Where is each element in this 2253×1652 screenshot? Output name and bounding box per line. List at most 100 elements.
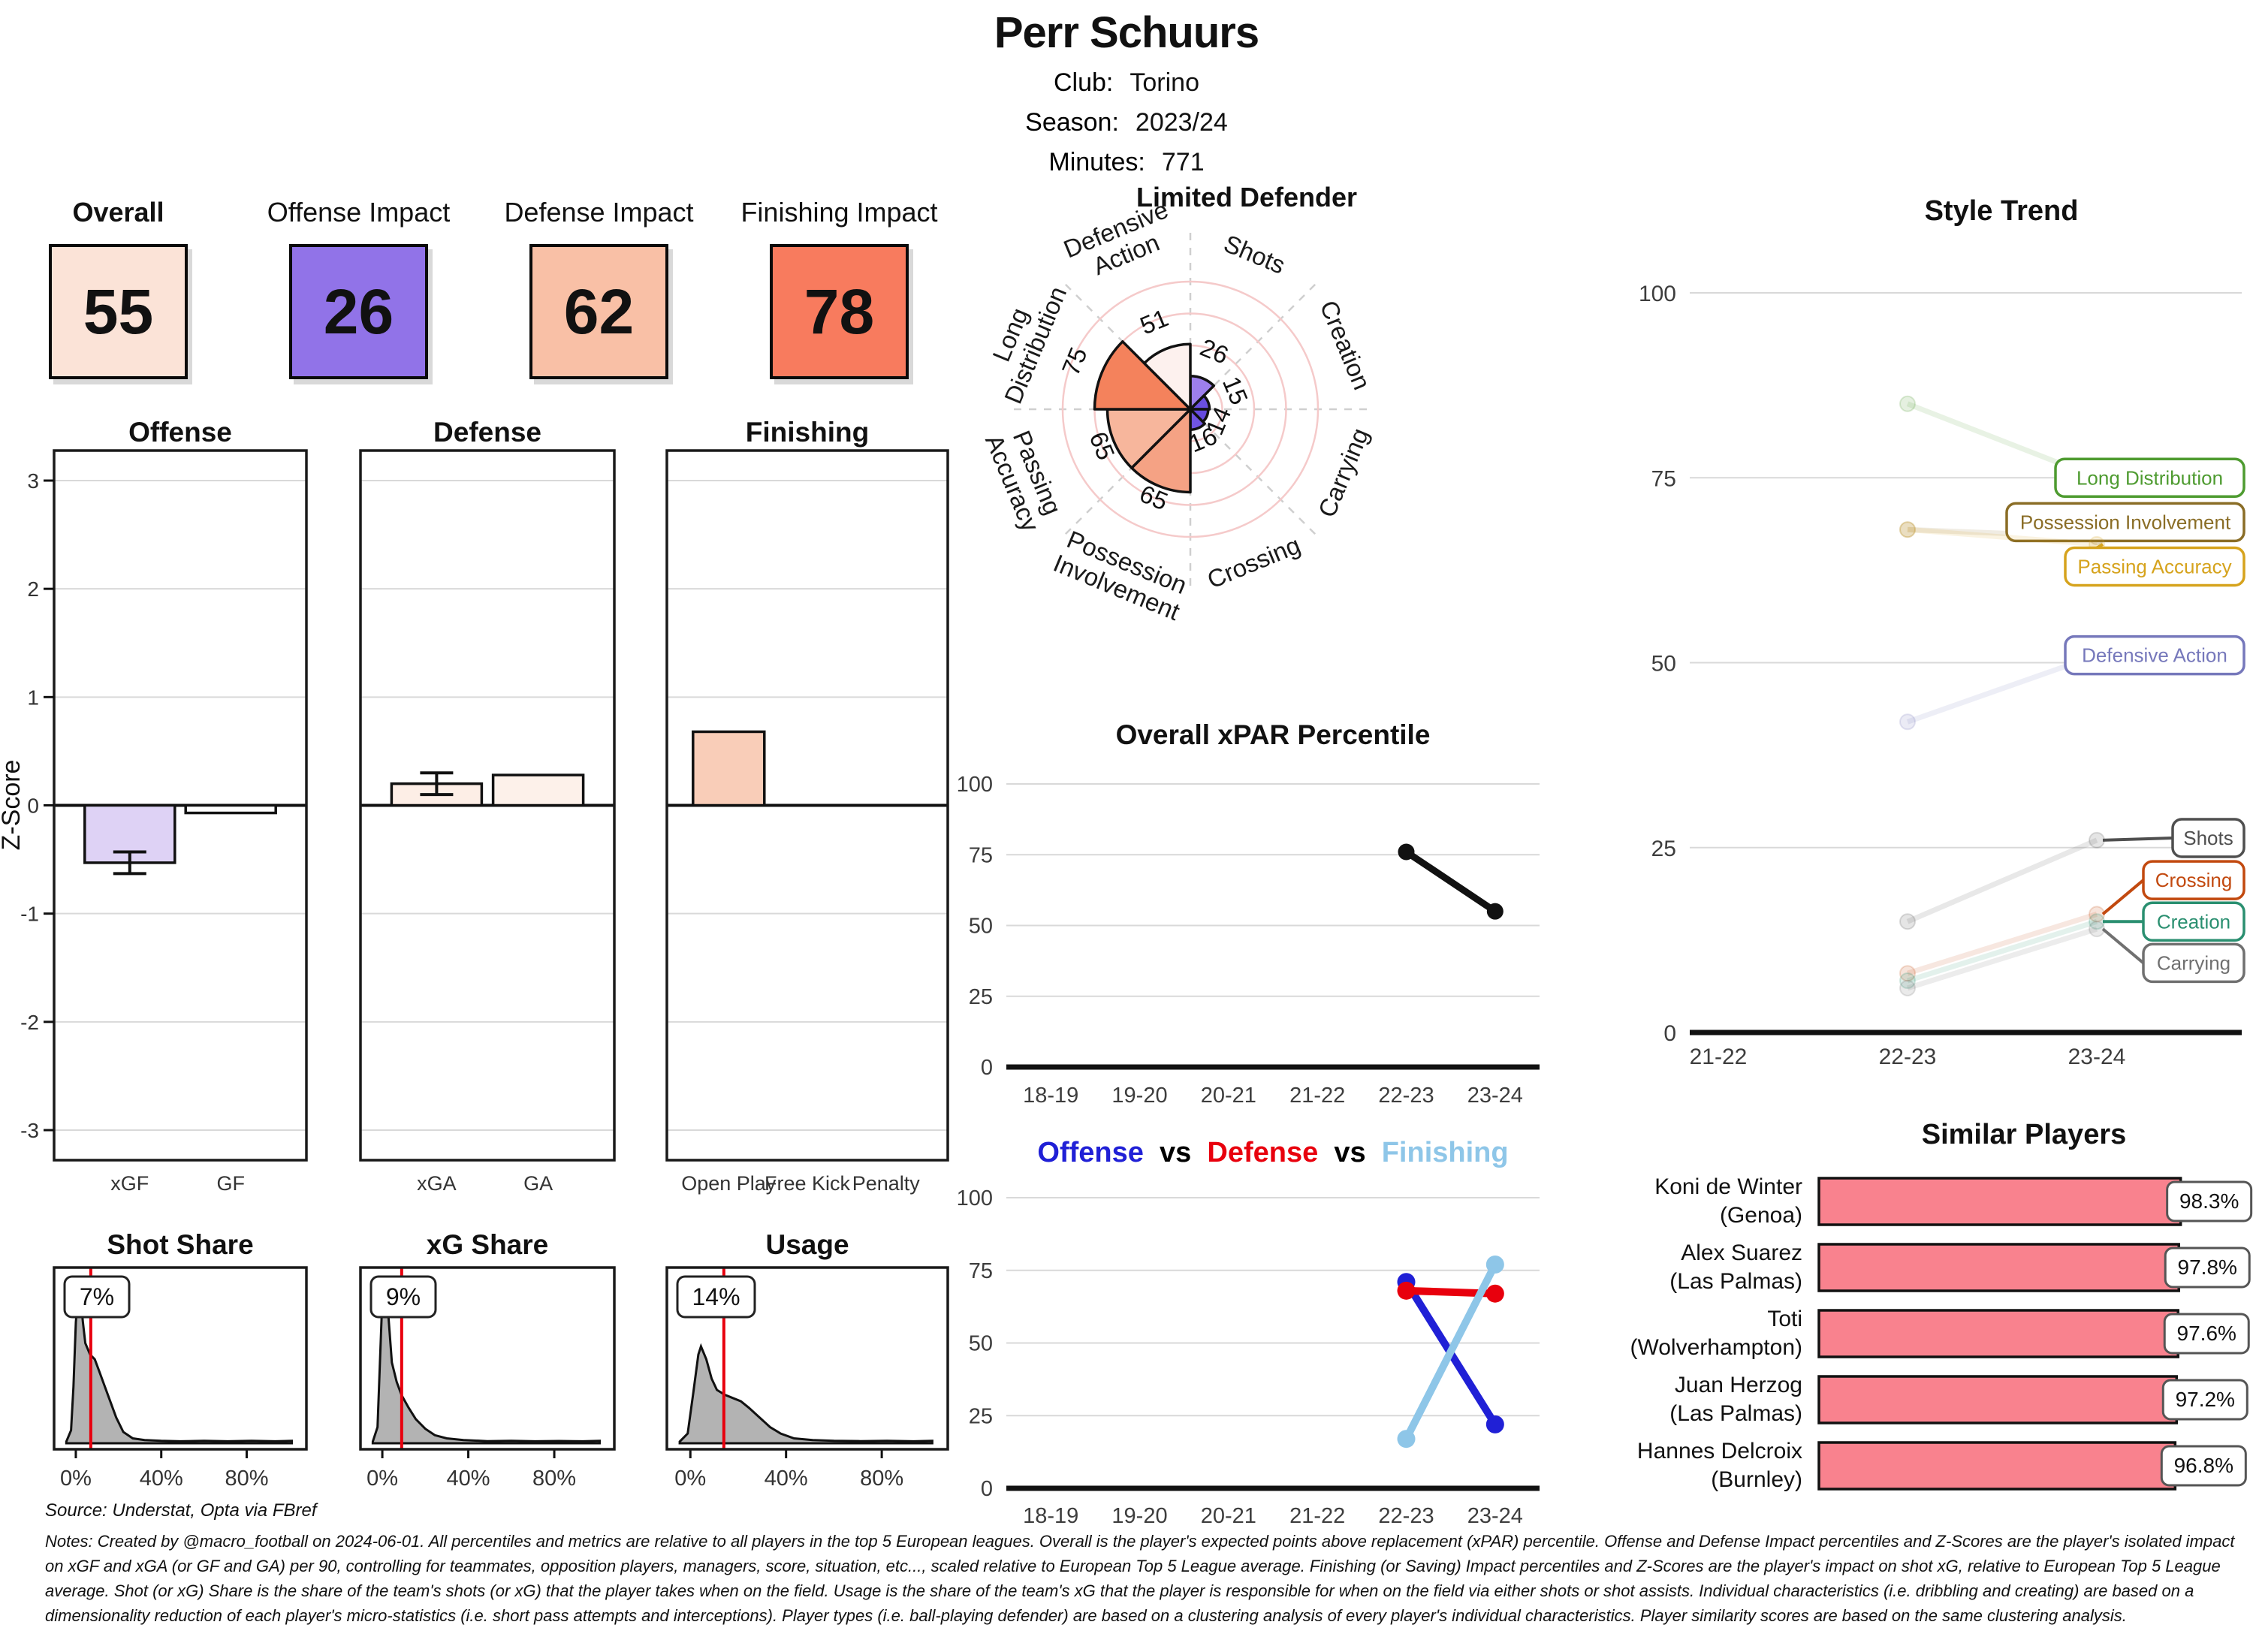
season-line: Season: 2023/24 bbox=[826, 108, 1427, 137]
similar-player-name: Toti bbox=[1767, 1307, 1802, 1331]
odf-x-label: 18-19 bbox=[1023, 1504, 1078, 1528]
radar-category-label: PossessionInvolvement bbox=[1050, 524, 1194, 626]
density-marker-label: 7% bbox=[80, 1283, 114, 1310]
impact-card-value: 26 bbox=[289, 244, 428, 379]
similar-value-box bbox=[2161, 1379, 2248, 1421]
zscore-y-axis-title: Z-Score bbox=[0, 760, 26, 851]
style-label-text: Crossing bbox=[2155, 869, 2233, 891]
radar-category-label: Creation bbox=[1315, 297, 1377, 393]
odf-y-label: 0 bbox=[981, 1477, 993, 1501]
similar-value-label: 98.3% bbox=[2179, 1189, 2239, 1213]
impact-card-label: Overall bbox=[72, 197, 164, 228]
odf-title-part: vs bbox=[1143, 1137, 1208, 1168]
style-label-text: Creation bbox=[2157, 910, 2230, 933]
xpar-title: Overall xPAR Percentile bbox=[1115, 719, 1431, 750]
impact-card-value: 55 bbox=[49, 244, 188, 379]
style-leader-line bbox=[2102, 836, 2173, 842]
radar-value-label: 75 bbox=[1057, 343, 1093, 379]
xpar-y-label: 75 bbox=[969, 843, 993, 867]
radar-value-label: 26 bbox=[1196, 333, 1232, 369]
style-label-text: Possession Involvement bbox=[2020, 511, 2231, 533]
xpar-y-label: 25 bbox=[969, 985, 993, 1009]
radar-grid-circle bbox=[1061, 280, 1320, 538]
style-label-box bbox=[2064, 546, 2245, 587]
zscore-x-label: xGF bbox=[110, 1172, 149, 1195]
odf-point-defense bbox=[1397, 1281, 1416, 1300]
density-title: Shot Share bbox=[107, 1229, 253, 1260]
style-line-shots bbox=[1906, 837, 2098, 924]
zscore-bar-GA bbox=[491, 773, 585, 807]
odf-title-part: Finishing bbox=[1381, 1137, 1509, 1168]
similar-value-label: 96.8% bbox=[2174, 1454, 2233, 1477]
radar-value-label: 51 bbox=[1136, 303, 1172, 339]
odf-y-label: 100 bbox=[957, 1186, 993, 1210]
xpar-line-xpar bbox=[1403, 848, 1499, 915]
density-x-label: 40% bbox=[140, 1467, 183, 1491]
similar-bar bbox=[1817, 1177, 2182, 1226]
density-panel-border bbox=[665, 1266, 949, 1451]
density-x-label: 80% bbox=[225, 1467, 268, 1491]
density-x-label: 0% bbox=[60, 1467, 92, 1491]
zscore-y-label: 0 bbox=[27, 794, 39, 818]
density-x-label: 80% bbox=[860, 1467, 903, 1491]
density-marker-label: 14% bbox=[692, 1283, 740, 1310]
similar-player-name: Koni de Winter bbox=[1654, 1174, 1802, 1199]
odf-title: Offense vs Defense vs Finishing bbox=[973, 1137, 1573, 1169]
zscore-y-label: 3 bbox=[27, 469, 39, 493]
style-y-label: 50 bbox=[1651, 652, 1676, 677]
similar-player-club: (Wolverhampton) bbox=[1630, 1335, 1802, 1360]
radar-value-label: 15 bbox=[1217, 372, 1253, 408]
style-point bbox=[1899, 972, 1916, 990]
radar-category-label: Shots bbox=[1220, 229, 1289, 279]
style-leader-line bbox=[2101, 927, 2145, 964]
club-label: Club: bbox=[1054, 68, 1114, 97]
density-x-label: 40% bbox=[447, 1467, 490, 1491]
density-title: xG Share bbox=[427, 1229, 548, 1260]
xpar-y-label: 0 bbox=[981, 1056, 993, 1080]
odf-y-label: 75 bbox=[969, 1259, 993, 1283]
odf-title-part: Offense bbox=[1037, 1137, 1144, 1168]
style-x-label: 23-24 bbox=[2068, 1045, 2126, 1069]
zscore-panel-border bbox=[359, 449, 616, 1162]
style-line-creation bbox=[1906, 918, 2098, 984]
radar-category-label: Carrying bbox=[1313, 424, 1374, 521]
odf-x-label: 19-20 bbox=[1111, 1504, 1167, 1528]
style-label-text: Carrying bbox=[2157, 951, 2230, 974]
similar-value-label: 97.2% bbox=[2176, 1388, 2235, 1411]
odf-x-label: 21-22 bbox=[1289, 1504, 1345, 1528]
style-label-text: Passing Accuracy bbox=[2077, 555, 2231, 577]
odf-point-finishing bbox=[1485, 1256, 1504, 1274]
radar-wedge-long-distribution bbox=[1093, 340, 1192, 411]
zscore-x-label: GF bbox=[216, 1172, 245, 1195]
radar-wedge-possession-involvement bbox=[1130, 408, 1192, 494]
zscore-y-label: 1 bbox=[27, 686, 39, 709]
odf-line-finishing bbox=[1402, 1261, 1499, 1443]
zscore-bar-Open Play bbox=[692, 730, 766, 807]
impact-card-label: Finishing Impact bbox=[740, 197, 938, 228]
zscore-y-label: -2 bbox=[20, 1011, 39, 1034]
impact-card-label: Offense Impact bbox=[267, 197, 451, 228]
style-point bbox=[1899, 979, 1916, 996]
style-y-label: 100 bbox=[1639, 282, 1676, 306]
odf-point-finishing bbox=[1397, 1430, 1416, 1449]
zscore-panel-title: Offense bbox=[128, 417, 232, 448]
zscore-x-label: GA bbox=[523, 1172, 553, 1195]
style-point bbox=[1899, 913, 1916, 930]
density-x-label: 40% bbox=[765, 1467, 808, 1491]
density-marker-box bbox=[369, 1275, 437, 1319]
similar-value-label: 97.6% bbox=[2177, 1322, 2236, 1345]
odf-x-label: 22-23 bbox=[1378, 1504, 1434, 1528]
season-value: 2023/24 bbox=[1135, 108, 1228, 137]
style-label-box bbox=[2142, 860, 2245, 900]
similar-bar bbox=[1817, 1243, 2180, 1292]
radar-category-label: DefensiveAction bbox=[1060, 195, 1183, 288]
season-label: Season: bbox=[1025, 108, 1119, 137]
style-label-box bbox=[2064, 635, 2245, 676]
style-line-passing-accuracy bbox=[1907, 526, 2098, 547]
density-marker-box bbox=[63, 1275, 131, 1319]
minutes-label: Minutes: bbox=[1048, 148, 1145, 176]
zscore-y-label: 2 bbox=[27, 577, 39, 601]
similar-player-name: Alex Suarez bbox=[1681, 1241, 1802, 1265]
